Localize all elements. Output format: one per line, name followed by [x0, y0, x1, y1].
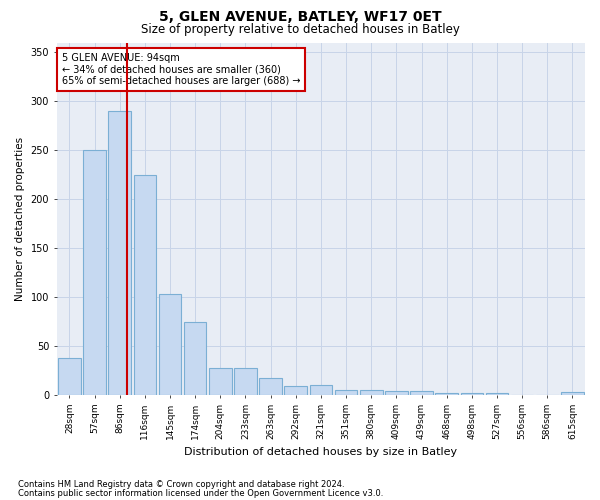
Bar [436, 393, 458, 395]
Text: 5, GLEN AVENUE, BATLEY, WF17 0ET: 5, GLEN AVENUE, BATLEY, WF17 0ET [158, 10, 442, 24]
Bar [385, 391, 407, 395]
Bar [485, 393, 508, 395]
Text: Contains public sector information licensed under the Open Government Licence v3: Contains public sector information licen… [18, 488, 383, 498]
Bar [184, 322, 206, 395]
X-axis label: Distribution of detached houses by size in Batley: Distribution of detached houses by size … [184, 448, 457, 458]
Bar [109, 111, 131, 395]
Bar [561, 392, 584, 395]
Bar [310, 386, 332, 395]
Bar [461, 393, 483, 395]
Bar [284, 386, 307, 395]
Bar [158, 294, 181, 395]
Text: Contains HM Land Registry data © Crown copyright and database right 2024.: Contains HM Land Registry data © Crown c… [18, 480, 344, 489]
Text: Size of property relative to detached houses in Batley: Size of property relative to detached ho… [140, 22, 460, 36]
Bar [83, 150, 106, 395]
Y-axis label: Number of detached properties: Number of detached properties [15, 137, 25, 301]
Bar [234, 368, 257, 395]
Text: 5 GLEN AVENUE: 94sqm
← 34% of detached houses are smaller (360)
65% of semi-deta: 5 GLEN AVENUE: 94sqm ← 34% of detached h… [62, 53, 301, 86]
Bar [360, 390, 383, 395]
Bar [335, 390, 358, 395]
Bar [259, 378, 282, 395]
Bar [410, 391, 433, 395]
Bar [134, 174, 156, 395]
Bar [209, 368, 232, 395]
Bar [58, 358, 81, 395]
